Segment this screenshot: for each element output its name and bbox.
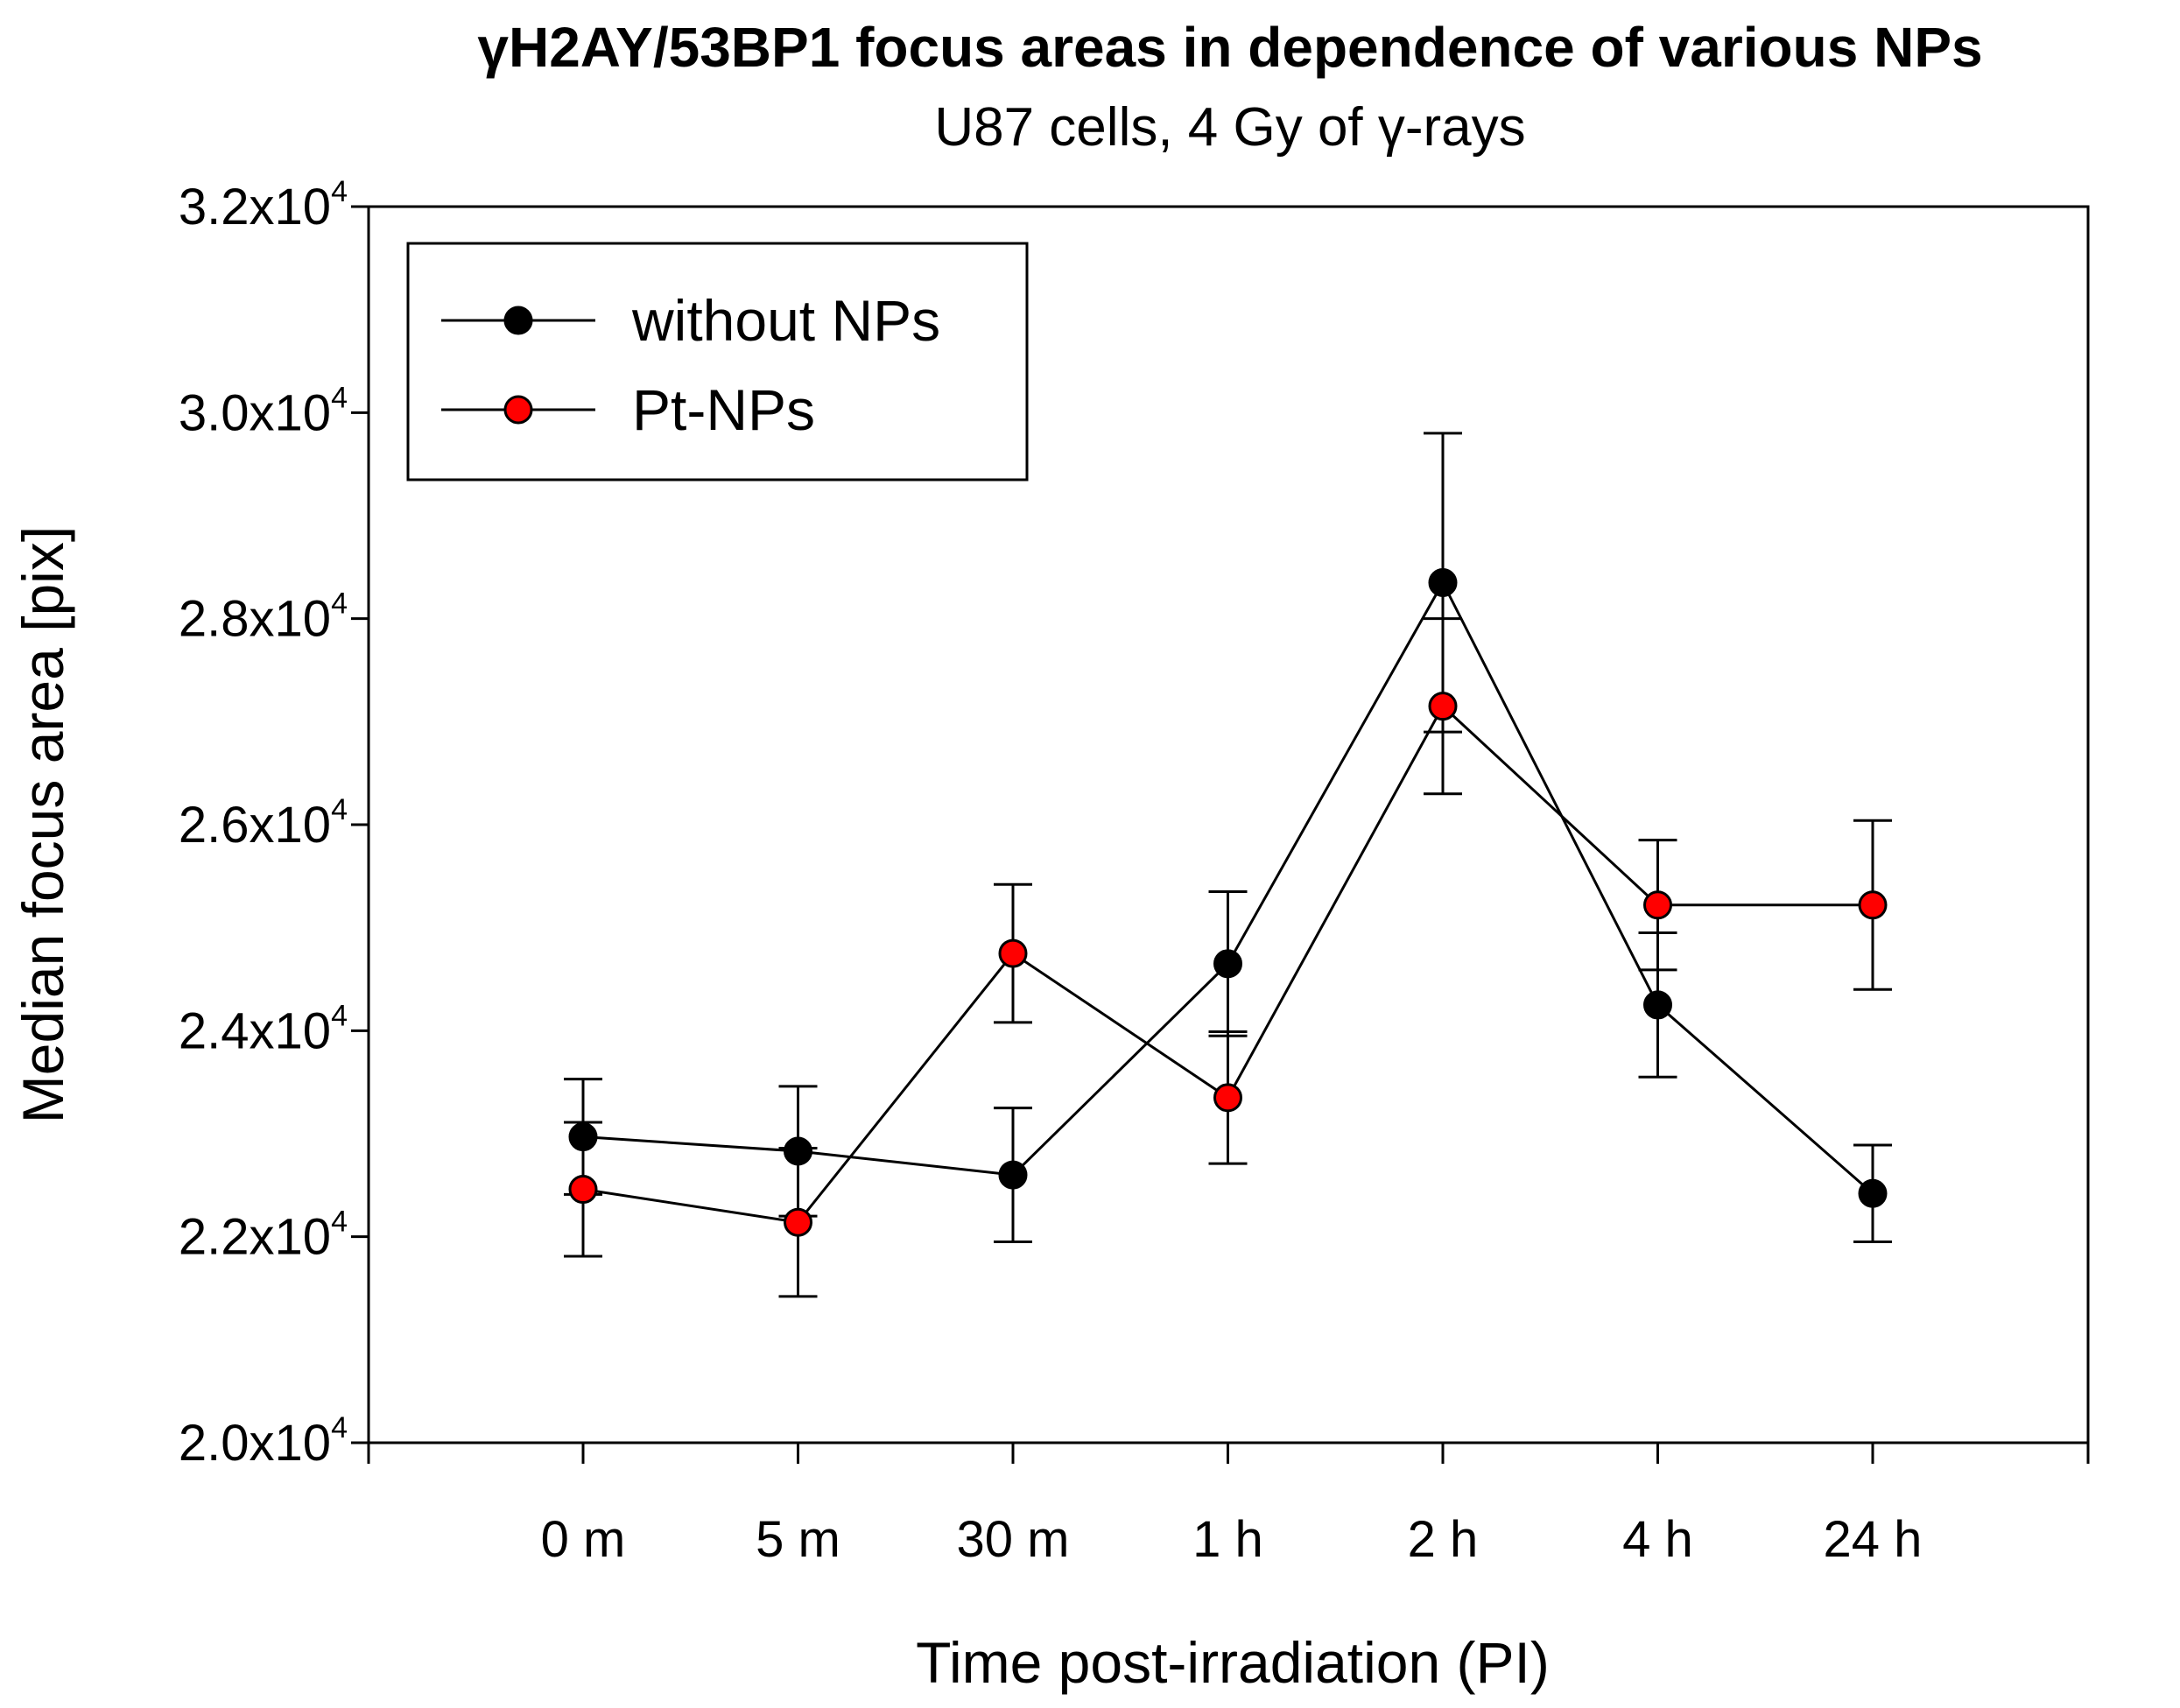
data-point: [1858, 890, 1888, 920]
y-tick-label: 2.2x104: [179, 1205, 348, 1266]
chart-subtitle: U87 cells, 4 Gy of γ-rays: [934, 97, 1525, 158]
legend-marker: [503, 306, 533, 335]
x-tick-label: 24 h: [1824, 1511, 1923, 1568]
y-tick-exponent: 4: [331, 1205, 348, 1239]
data-point: [568, 1175, 598, 1205]
data-point: [1643, 990, 1672, 1020]
x-axis: 0 m 5 m 30 m 1 h 2 h 4 h 24 h: [367, 1443, 2090, 1568]
y-tick-exponent: 4: [331, 999, 348, 1032]
x-tick-label: 4 h: [1622, 1511, 1693, 1568]
data-point: [1428, 567, 1458, 597]
y-tick-exponent: 4: [331, 381, 348, 414]
y-tick-mantissa: 2.0x10: [179, 1415, 331, 1472]
y-axis: 2.0x1042.2x1042.4x1042.6x1042.8x1043.0x1…: [179, 175, 369, 1472]
y-tick-exponent: 4: [331, 587, 348, 621]
y-tick-mantissa: 2.8x10: [179, 591, 331, 648]
y-tick-mantissa: 3.2x10: [179, 179, 331, 235]
y-tick-mantissa: 3.0x10: [179, 384, 331, 441]
x-tick-label: 1 h: [1192, 1511, 1263, 1568]
y-tick-mantissa: 2.6x10: [179, 797, 331, 854]
x-tick-label: 0 m: [541, 1511, 626, 1568]
legend-marker: [503, 395, 533, 425]
y-tick-exponent: 4: [331, 793, 348, 826]
y-tick-mantissa: 2.2x10: [179, 1209, 331, 1266]
y-tick-mantissa: 2.4x10: [179, 1002, 331, 1059]
data-point: [1428, 692, 1458, 721]
y-tick-label: 2.6x104: [179, 793, 348, 854]
y-tick-label: 2.8x104: [179, 587, 348, 648]
legend-box: [406, 242, 1029, 481]
x-axis-label: Time post-irradiation (PI): [916, 1630, 1550, 1695]
legend-label: Pt-NPs: [632, 377, 815, 442]
x-tick-label: 2 h: [1408, 1511, 1479, 1568]
data-point: [1213, 949, 1242, 979]
data-point: [998, 1160, 1028, 1190]
data-point: [998, 938, 1028, 968]
y-tick-label: 2.0x104: [179, 1411, 348, 1472]
y-tick-exponent: 4: [331, 175, 348, 208]
data-point: [1858, 1178, 1888, 1208]
legend-label: without NPs: [631, 288, 940, 353]
y-tick-label: 3.2x104: [179, 175, 348, 235]
y-axis-label: Median focus area [pix]: [11, 526, 75, 1123]
y-tick-exponent: 4: [331, 1411, 348, 1444]
y-tick-label: 2.4x104: [179, 999, 348, 1059]
y-tick-label: 3.0x104: [179, 381, 348, 441]
data-point: [784, 1207, 812, 1237]
data-point: [1643, 890, 1672, 920]
x-tick-label: 5 m: [756, 1511, 840, 1568]
chart-title: γH2AY/53BP1 focus areas in dependence of…: [477, 16, 1982, 79]
data-point: [1213, 1083, 1242, 1113]
series-layer: [564, 432, 1892, 1298]
x-tick-label: 30 m: [957, 1511, 1070, 1568]
series-1: [564, 617, 1892, 1298]
legend: without NPs Pt-NPs: [406, 242, 1029, 481]
